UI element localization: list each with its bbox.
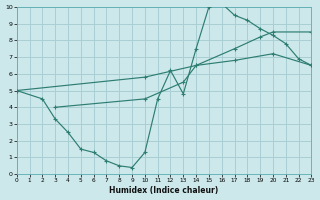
X-axis label: Humidex (Indice chaleur): Humidex (Indice chaleur)	[109, 186, 219, 195]
